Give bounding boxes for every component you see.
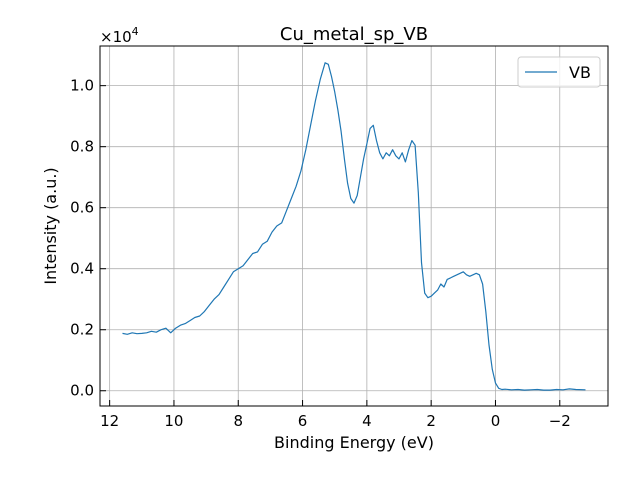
chart-title: Cu_metal_sp_VB xyxy=(280,24,428,45)
y-scale-base: ×10 xyxy=(100,28,132,46)
x-tick-label: 0 xyxy=(491,412,501,430)
y-tick-label: 0.8 xyxy=(70,138,94,156)
y-tick-label: 0.0 xyxy=(70,382,94,400)
x-tick-label: −2 xyxy=(549,412,571,430)
plot-frame xyxy=(99,45,609,407)
series-line-vb xyxy=(122,62,586,391)
x-tick-label: 10 xyxy=(164,412,183,430)
y-scale-factor: ×104 xyxy=(100,25,139,46)
y-axis-label: Intensity (a.u.) xyxy=(41,167,60,284)
legend: VB xyxy=(517,56,601,88)
x-tick-label: 2 xyxy=(426,412,436,430)
tick-layer: 12 10 8 6 4 2 0 −2 0.0 0.2 0.4 0.6 0.8 1.0 xyxy=(70,77,571,430)
y-tick-label: 0.2 xyxy=(70,321,94,339)
y-tick-label: 0.4 xyxy=(70,260,94,278)
x-tick-label: 12 xyxy=(100,412,119,430)
y-tick-label: 0.6 xyxy=(70,199,94,217)
x-tick-label: 4 xyxy=(362,412,372,430)
y-scale-exponent: 4 xyxy=(132,25,139,38)
legend-box xyxy=(517,56,601,88)
grid-layer xyxy=(100,46,608,406)
y-tick-label: 1.0 xyxy=(70,77,94,95)
x-tick-label: 8 xyxy=(233,412,243,430)
line-layer xyxy=(122,62,586,391)
x-tick-label: 6 xyxy=(298,412,308,430)
legend-label-vb: VB xyxy=(569,63,591,82)
x-axis-label: Binding Energy (eV) xyxy=(274,433,434,452)
